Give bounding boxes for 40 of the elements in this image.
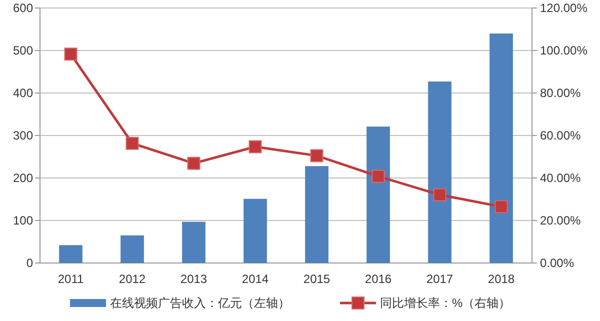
- x-tick-label: 2018: [488, 272, 515, 286]
- point: [494, 200, 508, 214]
- y-tick-label: 600: [12, 1, 34, 16]
- y-tick-label: 200: [12, 171, 34, 186]
- legend-label: 在线视频广告收入：亿元（左轴）: [110, 296, 290, 310]
- y2-tick-label: 120.00%: [540, 1, 588, 16]
- y-tick-label: 500: [12, 44, 34, 58]
- bar: [428, 82, 452, 263]
- bar: [182, 222, 206, 263]
- bar: [366, 126, 390, 263]
- y2-tick-label: 80.00%: [540, 86, 582, 100]
- y2-tick-label: 60.00%: [540, 128, 582, 143]
- y2-tick-label: 100.00%: [540, 44, 588, 58]
- x-tick-label: 2014: [242, 272, 269, 286]
- y-tick-label: 100: [12, 214, 34, 228]
- point: [372, 170, 385, 183]
- bar: [244, 198, 267, 263]
- x-tick-label: 2015: [303, 272, 330, 286]
- x-tick-label: 2012: [118, 272, 146, 286]
- y-tick-label: 400: [12, 86, 34, 100]
- bar: [490, 34, 513, 263]
- y2-tick-label: 0.00%: [540, 256, 574, 270]
- point: [433, 188, 446, 202]
- y-tick-label: 0: [26, 256, 34, 270]
- bar: [305, 166, 328, 263]
- legend-label: 同比增长率：%（右轴）: [380, 296, 511, 310]
- y2-tick-label: 40.00%: [540, 171, 582, 186]
- point: [64, 48, 78, 61]
- point: [310, 149, 324, 162]
- point: [248, 140, 262, 154]
- point: [187, 156, 200, 170]
- x-tick-label: 2013: [180, 272, 208, 286]
- bar: [120, 235, 144, 263]
- bar: [59, 245, 82, 263]
- y-tick-label: 300: [12, 128, 34, 143]
- x-tick-label: 2016: [364, 272, 392, 286]
- y2-tick-label: 20.00%: [540, 214, 582, 228]
- x-tick-label: 2017: [426, 272, 454, 286]
- x-tick-label: 2011: [58, 272, 84, 286]
- point: [126, 136, 139, 150]
